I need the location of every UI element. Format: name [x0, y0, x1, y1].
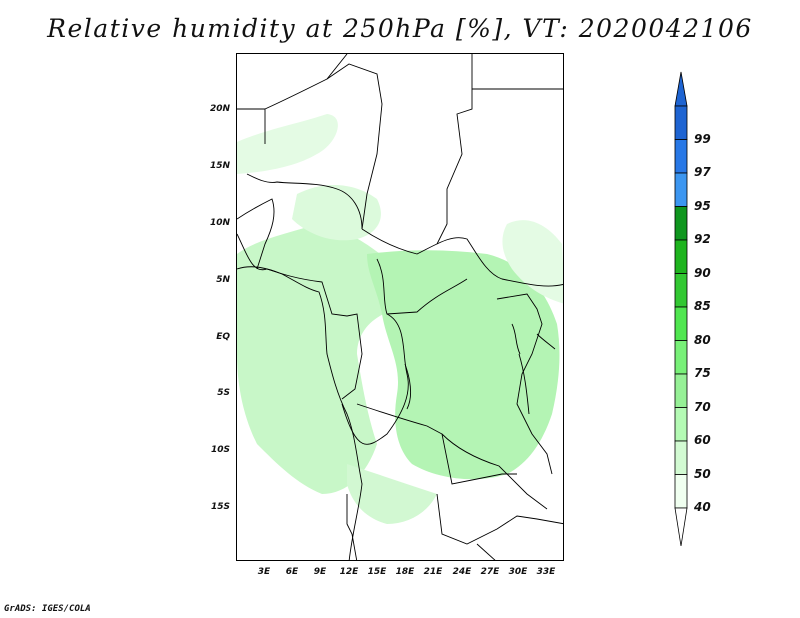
- country-borders: [237, 54, 563, 560]
- lon-label: 18E: [395, 567, 415, 577]
- colorbar: [674, 71, 688, 547]
- colorbar-label: 95: [694, 198, 711, 213]
- lon-label: 9E: [313, 567, 327, 577]
- border-line: [326, 63, 383, 230]
- colorbar-label: 85: [694, 299, 711, 313]
- border-line: [356, 403, 517, 485]
- lake-shore: [511, 323, 556, 415]
- humidity-region-south: [347, 464, 437, 524]
- lon-label: 15E: [367, 567, 387, 577]
- humidity-shading: [237, 114, 563, 524]
- lat-label: 5S: [217, 388, 230, 398]
- colorbar-label: 90: [694, 265, 711, 280]
- colorbar-label: 80: [694, 332, 711, 347]
- lon-label: 12E: [339, 567, 359, 577]
- colorbar-swatch: [674, 139, 688, 174]
- colorbar-label: 99: [694, 131, 711, 146]
- lon-label: 24E: [452, 567, 472, 577]
- colorbar-swatch: [674, 306, 688, 341]
- border-line: [346, 494, 358, 560]
- border-line: [496, 293, 553, 475]
- border-line: [376, 258, 468, 315]
- border-line: [404, 363, 411, 410]
- colorbar-swatch: [674, 239, 688, 274]
- coastline: [237, 266, 363, 560]
- lon-label: 27E: [480, 567, 500, 577]
- border-line: [237, 233, 268, 271]
- border-line: [476, 543, 496, 560]
- lat-label: 15N: [209, 161, 230, 171]
- border-line: [436, 54, 473, 245]
- humidity-map: [237, 54, 563, 560]
- lat-label: EQ: [216, 332, 230, 342]
- colorbar-swatch: [674, 172, 688, 207]
- colorbar-bottom-arrow: [674, 507, 688, 547]
- colorbar-label: 70: [694, 399, 711, 414]
- humidity-region-northcentral: [292, 184, 381, 241]
- colorbar-label: 75: [694, 366, 711, 380]
- colorbar-label: 60: [694, 433, 711, 447]
- lat-label: 10N: [209, 218, 230, 228]
- lat-label: 20N: [209, 104, 230, 114]
- lon-label: 6E: [285, 567, 299, 577]
- lat-label: 5N: [216, 275, 230, 285]
- lon-label: 30E: [508, 567, 528, 577]
- lon-label: 21E: [423, 567, 443, 577]
- map-panel: [236, 53, 564, 561]
- humidity-region-west: [237, 224, 408, 494]
- colorbar-swatch: [674, 407, 688, 442]
- map-title: Relative humidity at 250hPa [%], VT: 202…: [47, 14, 753, 43]
- border-line: [246, 173, 363, 230]
- colorbar-top-arrow: [674, 71, 688, 107]
- colorbar-swatch: [674, 373, 688, 408]
- border-line: [264, 54, 348, 110]
- humidity-region-east: [502, 220, 563, 304]
- border-line: [237, 198, 275, 270]
- colorbar-swatch: [674, 206, 688, 241]
- colorbar-label: 50: [694, 466, 711, 481]
- colorbar-label: 92: [694, 232, 711, 246]
- border-line: [441, 433, 548, 510]
- colorbar-label: 97: [694, 165, 711, 179]
- lon-label: 33E: [536, 567, 556, 577]
- colorbar-swatch: [674, 105, 688, 140]
- colorbar-swatch: [674, 474, 688, 509]
- lon-label: 3E: [257, 567, 271, 577]
- humidity-region-north: [237, 114, 338, 174]
- border-line: [237, 108, 266, 144]
- colorbar-swatch: [674, 340, 688, 375]
- humidity-region-central: [367, 250, 560, 480]
- border-line: [361, 228, 563, 287]
- credit-label: GrADS: IGES/COLA: [4, 604, 91, 614]
- border-line: [341, 313, 409, 445]
- colorbar-swatch: [674, 440, 688, 475]
- lat-label: 15S: [210, 502, 230, 512]
- border-line: [436, 493, 563, 545]
- colorbar-swatch: [674, 273, 688, 308]
- lat-label: 10S: [210, 445, 230, 455]
- colorbar-label: 40: [694, 500, 711, 514]
